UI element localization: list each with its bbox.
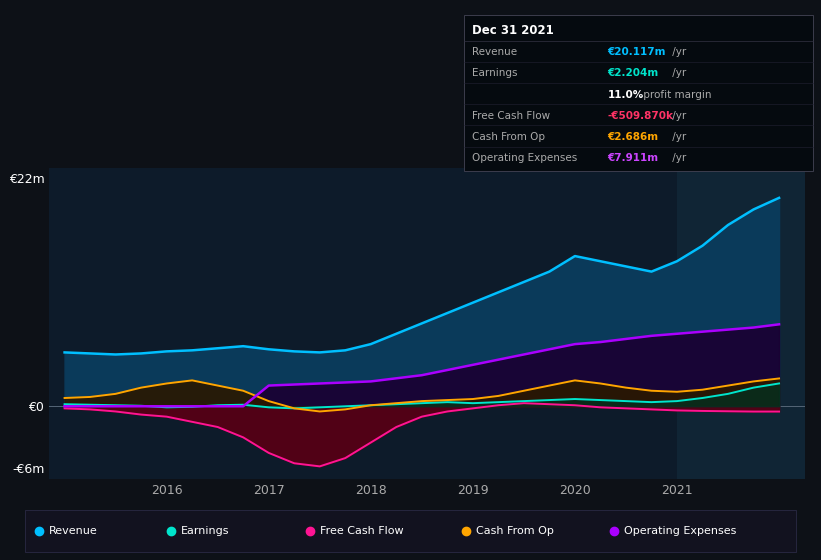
Text: /yr: /yr	[669, 68, 686, 78]
Bar	[677, 168, 810, 479]
Text: 11.0%: 11.0%	[608, 90, 644, 100]
Text: /yr: /yr	[669, 111, 686, 121]
Text: €7.911m: €7.911m	[608, 153, 658, 164]
Text: Dec 31 2021: Dec 31 2021	[472, 24, 554, 38]
Text: Cash From Op: Cash From Op	[476, 526, 554, 535]
Text: -€509.870k: -€509.870k	[608, 111, 673, 121]
Text: Operating Expenses: Operating Expenses	[472, 153, 577, 164]
Text: Operating Expenses: Operating Expenses	[624, 526, 736, 535]
Text: €20.117m: €20.117m	[608, 47, 666, 57]
Text: €2.204m: €2.204m	[608, 68, 658, 78]
Text: /yr: /yr	[669, 132, 686, 142]
Text: Free Cash Flow: Free Cash Flow	[472, 111, 550, 121]
Text: Free Cash Flow: Free Cash Flow	[320, 526, 404, 535]
Text: Revenue: Revenue	[49, 526, 98, 535]
Text: /yr: /yr	[669, 153, 686, 164]
Text: Earnings: Earnings	[181, 526, 229, 535]
Text: /yr: /yr	[669, 47, 686, 57]
Text: profit margin: profit margin	[640, 90, 712, 100]
Text: Cash From Op: Cash From Op	[472, 132, 545, 142]
Text: €2.686m: €2.686m	[608, 132, 658, 142]
Text: Earnings: Earnings	[472, 68, 517, 78]
Text: Revenue: Revenue	[472, 47, 517, 57]
